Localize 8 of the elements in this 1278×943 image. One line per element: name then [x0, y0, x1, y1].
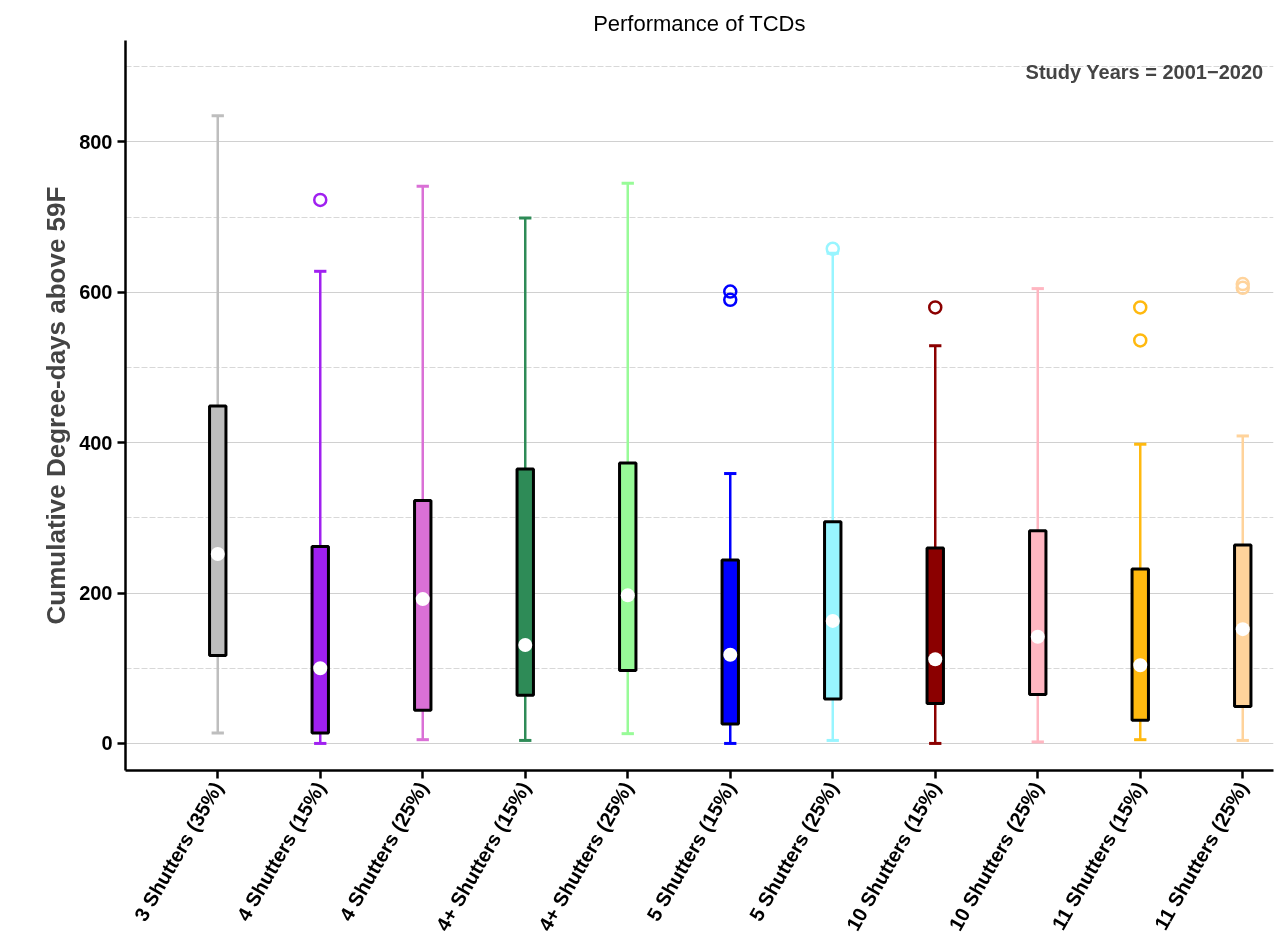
y-tick-label: 400: [79, 431, 113, 454]
y-tick-label: 600: [79, 281, 113, 304]
chart-title: Performance of TCDs: [593, 10, 806, 36]
annotation: Study Years = 2001−2020: [1025, 60, 1264, 83]
y-tick-label: 800: [79, 130, 113, 153]
y-axis-title: Cumulative Degree-days above 59F: [41, 186, 72, 625]
y-tick-label: 200: [79, 582, 113, 605]
y-tick-label: 0: [101, 732, 113, 755]
